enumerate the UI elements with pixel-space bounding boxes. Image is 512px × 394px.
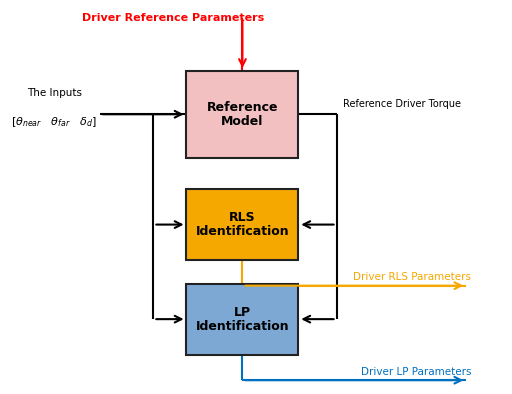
FancyBboxPatch shape [186,189,298,260]
FancyBboxPatch shape [186,284,298,355]
Text: Identification: Identification [196,320,289,333]
Text: Model: Model [221,115,264,128]
Text: RLS: RLS [229,211,256,224]
Text: Driver RLS Parameters: Driver RLS Parameters [353,272,472,282]
Text: Reference: Reference [207,101,278,114]
FancyBboxPatch shape [186,71,298,158]
Text: Identification: Identification [196,225,289,238]
Text: Reference Driver Torque: Reference Driver Torque [343,99,461,110]
Text: $\left[\theta_{near} \quad \theta_{far} \quad \delta_d\right]$: $\left[\theta_{near} \quad \theta_{far} … [11,115,97,129]
Text: The Inputs: The Inputs [27,87,82,98]
Text: Driver LP Parameters: Driver LP Parameters [361,366,472,377]
Text: Driver Reference Parameters: Driver Reference Parameters [82,13,265,23]
Text: LP: LP [234,306,251,319]
